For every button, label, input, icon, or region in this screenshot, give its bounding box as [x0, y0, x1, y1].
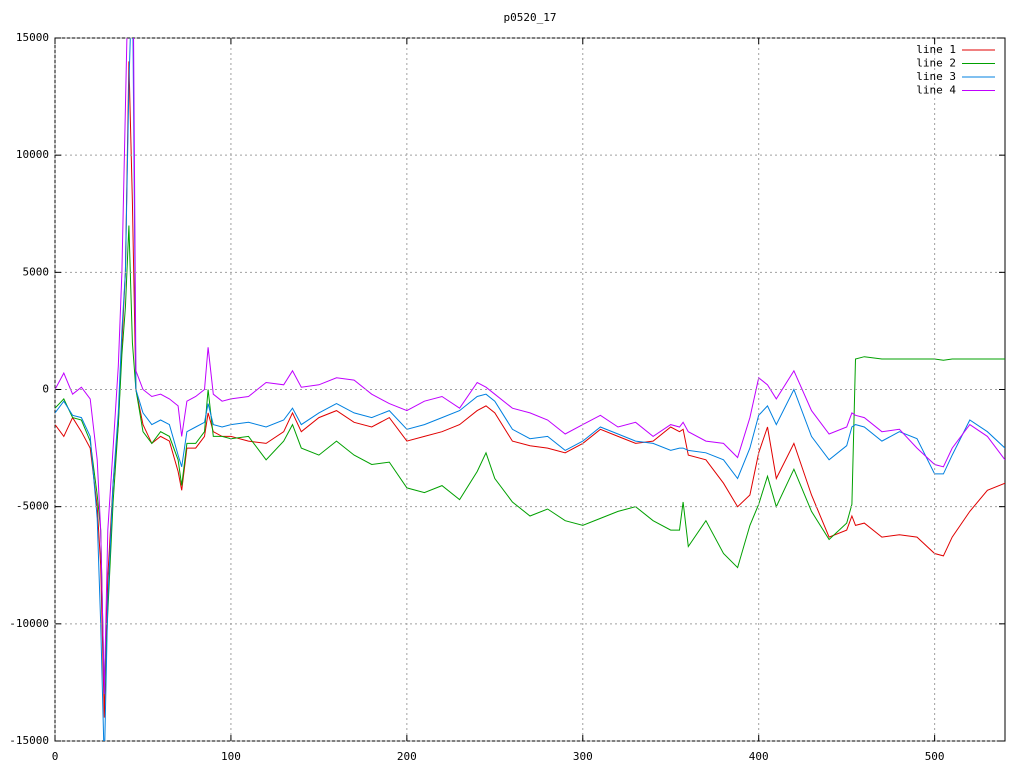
x-tick-label: 100: [221, 750, 241, 763]
y-tick-label: 10000: [16, 148, 49, 161]
data-line: [55, 38, 1005, 695]
x-tick-label: 300: [573, 750, 593, 763]
x-tick-label: 200: [397, 750, 417, 763]
legend-label: line 1: [916, 43, 956, 56]
data-line: [55, 225, 1005, 695]
y-tick-label: 5000: [23, 265, 50, 278]
x-tick-label: 500: [925, 750, 945, 763]
plot-area: [55, 38, 1005, 741]
legend-label: line 2: [916, 57, 956, 70]
y-tick-label: 15000: [16, 31, 49, 44]
y-tick-label: -15000: [9, 734, 49, 747]
chart-title: p0520_17: [504, 11, 557, 24]
y-tick-label: 0: [42, 383, 49, 396]
x-tick-label: 400: [749, 750, 769, 763]
x-tick-label: 0: [52, 750, 59, 763]
legend-label: line 3: [916, 70, 956, 83]
data-line: [55, 61, 1005, 718]
y-tick-label: -5000: [16, 500, 49, 513]
legend-label: line 4: [916, 84, 956, 97]
data-line: [55, 38, 1005, 741]
y-tick-label: -10000: [9, 617, 49, 630]
